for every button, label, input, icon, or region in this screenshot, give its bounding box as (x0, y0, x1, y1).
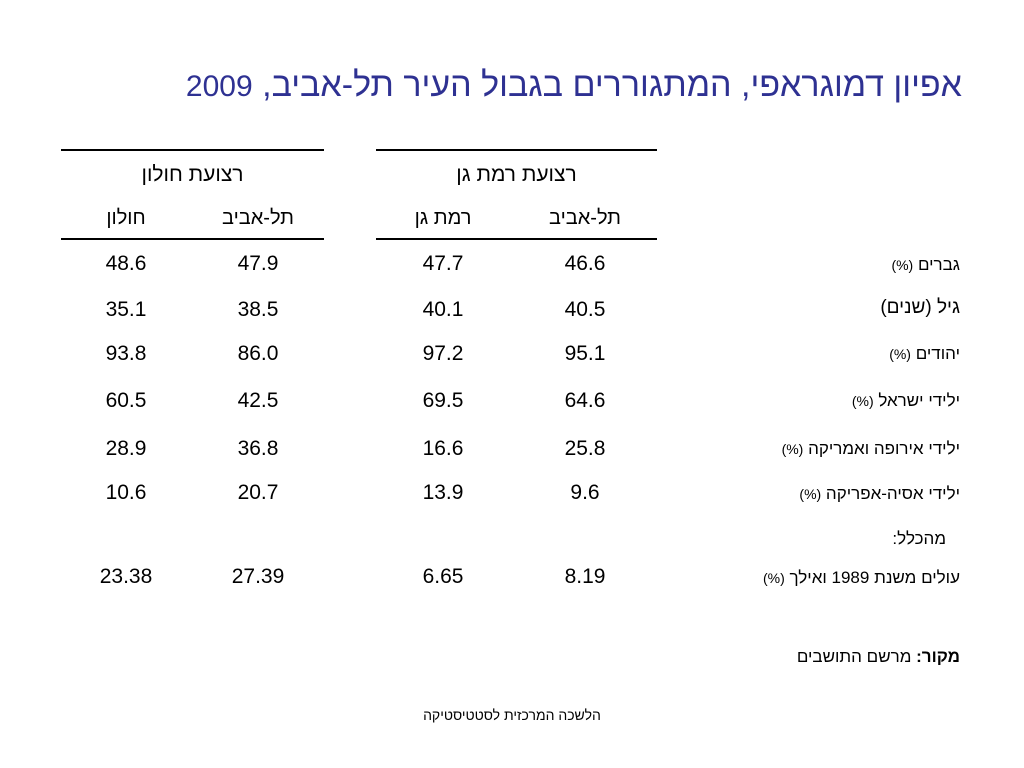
title-year: 2009 (185, 70, 253, 103)
row-label-text: גיל (שנים) (880, 297, 960, 318)
source-note: מקור: מרשם התושבים (560, 647, 960, 667)
holon-header: רצועת חולון (141, 163, 244, 186)
row-label: עולים משנת 1989 ואילך (%) (630, 568, 960, 588)
cell-holon-holon: 23.38 (99, 565, 153, 588)
row-label-text: גברים (917, 255, 960, 274)
ramat-gan-header: רצועת רמת גן (456, 163, 577, 186)
row-unit: (%) (781, 441, 804, 457)
cell-ramat-gan-ramat-gan: 40.1 (422, 298, 464, 321)
row-label-text: עולים משנת 1989 ואילך (789, 568, 960, 587)
row-unit: (%) (851, 393, 874, 409)
cell-holon-holon: 28.9 (105, 437, 147, 460)
cell-ramat-gan-ramat-gan: 16.6 (422, 437, 464, 460)
cell-ramat-gan-tel-aviv: 46.6 (564, 252, 606, 275)
page-title: אפיון דמוגראפי, המתגוררים בגבול העיר תל-… (40, 66, 962, 105)
cell-holon-tel-aviv: 36.8 (237, 437, 279, 460)
cell-ramat-gan-ramat-gan: 69.5 (422, 389, 464, 412)
cell-holon-holon: 35.1 (105, 298, 147, 321)
row-label-text: ילידי אסיה-אפריקה (825, 484, 960, 503)
cell-holon-tel-aviv: 27.39 (231, 565, 285, 588)
holon-col-tel-aviv: תל-אביב (222, 207, 294, 229)
cell-holon-tel-aviv: 47.9 (237, 252, 279, 275)
row-unit: (%) (763, 570, 785, 586)
holon-bottom-rule (61, 238, 324, 240)
ramat-gan-col-ramat-gan: רמת גן (414, 207, 472, 229)
source-text: מרשם התושבים (796, 647, 912, 666)
row-label-text: ילידי ישראל (878, 391, 960, 410)
cell-ramat-gan-tel-aviv: 8.19 (564, 565, 606, 588)
title-text: אפיון דמוגראפי, המתגוררים בגבול העיר תל-… (262, 66, 962, 104)
cell-ramat-gan-ramat-gan: 13.9 (422, 481, 464, 504)
row-unit: (%) (799, 486, 822, 502)
footer: הלשכה המרכזית לסטטיסטיקה (423, 707, 601, 723)
row-label: ילידי אירופה ואמריקה (%) (630, 439, 960, 459)
cell-ramat-gan-ramat-gan: 6.65 (422, 565, 464, 588)
source-label: מקור: (916, 647, 960, 666)
cell-holon-tel-aviv: 20.7 (237, 481, 279, 504)
row-label-text: ילידי אירופה ואמריקה (808, 439, 960, 458)
cell-ramat-gan-tel-aviv: 95.1 (564, 342, 606, 365)
cell-holon-holon: 48.6 (105, 252, 147, 275)
row-unit: (%) (891, 257, 914, 273)
row-label: גברים (%) (630, 255, 960, 275)
row-label: יהודים (%) (630, 344, 960, 364)
cell-ramat-gan-ramat-gan: 47.7 (422, 252, 464, 275)
row-label: ילידי ישראל (%) (630, 391, 960, 411)
row-label: ילידי אסיה-אפריקה (%) (630, 484, 960, 504)
holon-top-rule (61, 149, 324, 151)
cell-ramat-gan-ramat-gan: 97.2 (422, 342, 464, 365)
row-label-text: יהודים (915, 344, 960, 363)
row-label: גיל (שנים) (630, 297, 960, 319)
cell-holon-tel-aviv: 42.5 (237, 389, 279, 412)
holon-col-holon: חולון (106, 207, 146, 229)
cell-ramat-gan-tel-aviv: 25.8 (564, 437, 606, 460)
row-label-text: מהכלל: (892, 529, 946, 548)
cell-holon-holon: 93.8 (105, 342, 147, 365)
cell-holon-holon: 60.5 (105, 389, 147, 412)
row-label-subgroup: מהכלל: (616, 529, 946, 549)
ramat-gan-bottom-rule (376, 238, 657, 240)
cell-ramat-gan-tel-aviv: 40.5 (564, 298, 606, 321)
cell-holon-holon: 10.6 (105, 481, 147, 504)
ramat-gan-col-tel-aviv: תל-אביב (549, 207, 621, 229)
cell-holon-tel-aviv: 38.5 (237, 298, 279, 321)
cell-ramat-gan-tel-aviv: 9.6 (570, 481, 600, 504)
cell-holon-tel-aviv: 86.0 (237, 342, 279, 365)
row-unit: (%) (889, 346, 911, 362)
cell-ramat-gan-tel-aviv: 64.6 (564, 389, 606, 412)
ramat-gan-top-rule (376, 149, 657, 151)
